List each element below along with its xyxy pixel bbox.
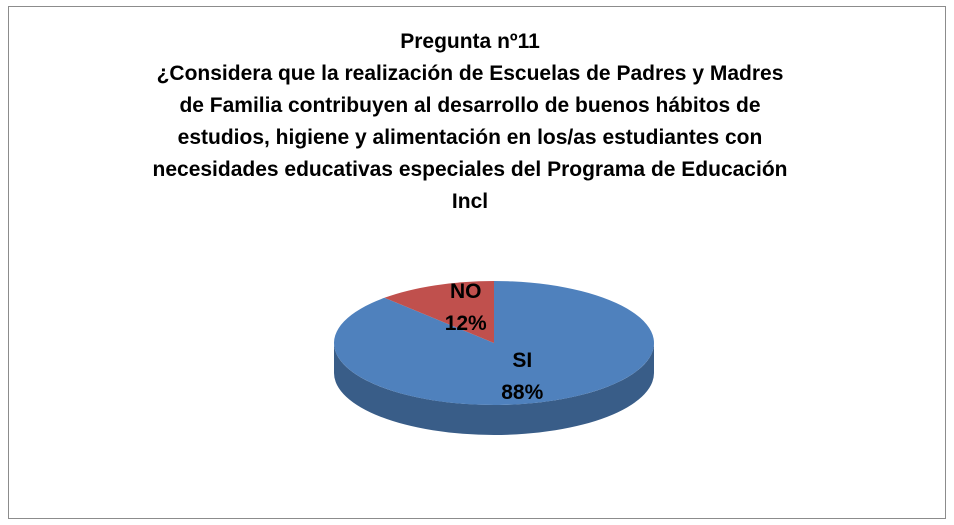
chart-titles: Pregunta nº11 ¿Considera que la realizac… bbox=[150, 26, 790, 218]
slice-label: NO bbox=[450, 280, 482, 303]
slice-side bbox=[334, 343, 654, 435]
slice bbox=[384, 281, 494, 343]
slice-value-label: 12% bbox=[445, 312, 487, 335]
slice-value-label: 88% bbox=[501, 381, 543, 404]
slice-label: SI bbox=[512, 349, 532, 372]
chart-subtitle: ¿Considera que la realización de Escuela… bbox=[152, 62, 788, 213]
chart-title: Pregunta nº11 bbox=[400, 30, 540, 53]
